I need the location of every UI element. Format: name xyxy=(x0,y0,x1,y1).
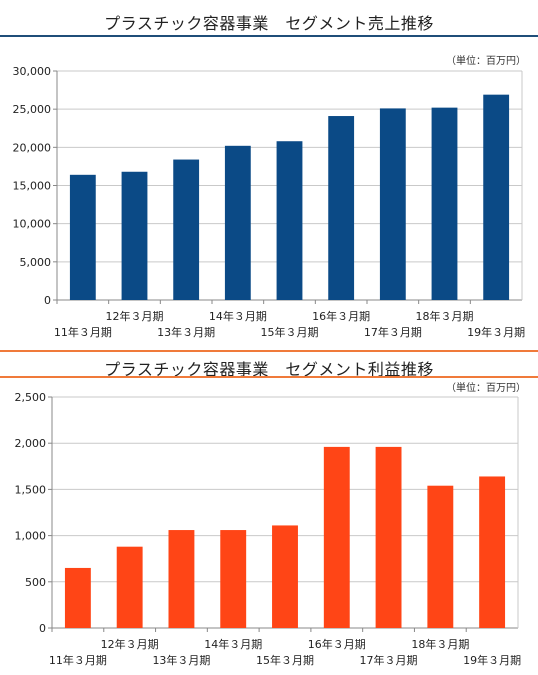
profit-bar xyxy=(272,525,298,628)
sales-bar xyxy=(483,94,510,300)
sales-x-tick-label: 11年３月期 xyxy=(54,325,112,339)
profit-x-tick-label: 17年３月期 xyxy=(360,653,418,667)
profit-bar xyxy=(64,567,91,628)
sales-bar xyxy=(276,141,303,300)
profit-y-tick-label: 1,000 xyxy=(15,530,47,543)
profit-y-tick-label: 2,000 xyxy=(15,437,47,450)
sales-x-tick-label: 12年３月期 xyxy=(106,309,164,323)
profit-chart-panel: プラスチック容器事業 セグメント利益推移 （単位：百万円） 0 500 1,000 1… xyxy=(0,340,538,675)
profit-top-rule xyxy=(0,350,538,352)
profit-y-tick-label: 2,500 xyxy=(15,391,47,404)
sales-bar-chart: 0 5,000 10,000 15,000 20,000 25,000 30,000 11年３… xyxy=(13,65,526,339)
sales-x-tick-label: 14年３月期 xyxy=(209,309,267,323)
sales-x-tick-label: 17年３月期 xyxy=(364,325,422,339)
sales-x-tick-label: 16年３月期 xyxy=(312,309,370,323)
profit-bar xyxy=(375,446,402,628)
sales-x-tick-label: 18年３月期 xyxy=(416,309,474,323)
sales-bar xyxy=(328,116,355,300)
sales-bar xyxy=(224,145,251,300)
sales-x-tick-label: 19年３月期 xyxy=(467,325,525,339)
profit-y-tick-label: 500 xyxy=(25,576,46,589)
profit-bar xyxy=(168,530,195,628)
profit-y-tick-label: 1,500 xyxy=(15,483,47,496)
profit-bar xyxy=(479,476,506,628)
profit-y-tick-label: 0 xyxy=(39,622,46,635)
profit-chart-title: プラスチック容器事業 セグメント利益推移 xyxy=(104,360,434,379)
profit-bar xyxy=(220,530,247,628)
sales-y-tick-label: 30,000 xyxy=(13,65,52,78)
sales-x-tick-label: 13年３月期 xyxy=(157,325,215,339)
profit-x-tick-label: 13年３月期 xyxy=(152,653,210,667)
profit-bar xyxy=(116,546,143,628)
sales-y-tick-label: 0 xyxy=(44,294,51,307)
sales-bar xyxy=(69,174,96,300)
profit-title-rule xyxy=(0,376,538,378)
sales-bar xyxy=(431,107,458,300)
profit-unit-label: （単位：百万円） xyxy=(446,383,526,394)
sales-chart-panel: プラスチック容器事業 セグメント売上推移 （単位：百万円） 0 5,000 10,0… xyxy=(0,14,538,339)
sales-y-tick-label: 10,000 xyxy=(13,218,52,231)
profit-x-tick-label: 18年３月期 xyxy=(411,637,469,651)
sales-y-tick-label: 20,000 xyxy=(13,141,52,154)
profit-x-tick-label: 11年３月期 xyxy=(49,653,107,667)
sales-y-tick-label: 5,000 xyxy=(20,256,52,269)
profit-bar xyxy=(427,485,454,628)
sales-x-tick-label: 15年３月期 xyxy=(261,325,319,339)
sales-title-rule xyxy=(0,35,538,37)
sales-y-tick-label: 15,000 xyxy=(13,180,52,193)
sales-y-tick-label: 25,000 xyxy=(13,103,52,116)
profit-bar xyxy=(323,446,350,628)
profit-x-tick-label: 16年３月期 xyxy=(308,637,366,651)
sales-chart-title: プラスチック容器事業 セグメント売上推移 xyxy=(104,14,434,33)
sales-bar xyxy=(173,159,200,300)
profit-x-tick-label: 15年３月期 xyxy=(256,653,314,667)
profit-bar-chart: 0 500 1,000 1,500 2,000 2,500 11年３月期 12年３月期 13年３… xyxy=(15,391,522,667)
sales-bar xyxy=(379,108,406,300)
profit-x-tick-label: 19年３月期 xyxy=(463,653,521,667)
sales-bar xyxy=(121,171,148,300)
sales-unit-label: （単位：百万円） xyxy=(446,56,526,67)
profit-x-tick-label: 14年３月期 xyxy=(204,637,262,651)
profit-x-tick-label: 12年３月期 xyxy=(101,637,159,651)
